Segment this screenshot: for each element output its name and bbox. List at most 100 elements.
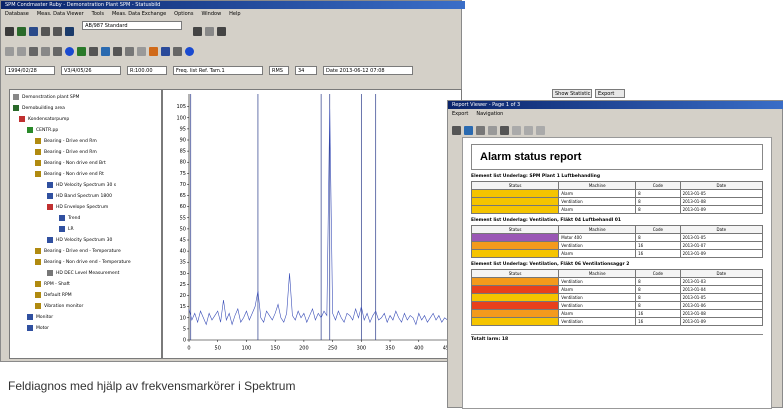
status-cell [470, 293, 560, 302]
menu-bar: Export Navigation [452, 111, 511, 117]
tree-item[interactable]: HD Envelope Spectrum [13, 202, 161, 213]
table-row: Ventilation 8 2013-01-03 [470, 277, 764, 286]
menu-item[interactable]: Help [229, 11, 241, 17]
tree-label: Bearing - Non drive end - Temperature [44, 260, 131, 265]
tree-item[interactable]: Monitor [13, 312, 161, 323]
tree-label: HD Band Spectrum 1800 [56, 194, 112, 199]
tree-item[interactable]: HD DEC Level Measurement [13, 268, 161, 279]
column-header: Date [679, 225, 764, 234]
tree-icon [59, 214, 65, 221]
tree-item[interactable]: Demobuilding area [13, 103, 161, 114]
table-cell: Alarm [558, 205, 637, 214]
x-tick-label: 100 [242, 346, 252, 352]
menu-item[interactable]: Window [201, 11, 222, 17]
column-header: Machine [558, 269, 637, 278]
x-tick-label: 50 [215, 346, 221, 352]
tree-item[interactable]: Vibration monitor [13, 301, 161, 312]
tree-item[interactable]: Trend [13, 213, 161, 224]
table-cell: 8 [635, 293, 681, 302]
table-row: Alarm 16 2013-01-08 [470, 309, 764, 318]
report-title: Alarm status report [471, 144, 763, 170]
table-cell: 8 [635, 301, 681, 310]
tree-icon [35, 137, 41, 144]
tree-label: HD DEC Level Measurement [56, 271, 120, 276]
tree-item[interactable]: HD Velocity Spectrum 30 [13, 235, 161, 246]
tree-item[interactable]: RPM - Shaft [13, 279, 161, 290]
x-tick-label: 250 [328, 346, 338, 352]
menu-item[interactable]: Export [452, 111, 469, 117]
y-tick-label: 10 [180, 315, 186, 321]
tree-label: Bearing - Non drive end Rt [44, 172, 104, 177]
tree-label: Bearing - Drive end Rm [44, 150, 97, 155]
table-cell: Alarm [558, 189, 637, 198]
report-window: Report Viewer - Page 1 of 3 Export Naviga… [447, 100, 783, 409]
section-heading: Element list Underlag: Ventilation, Fläk… [471, 218, 622, 223]
tree-item[interactable]: Bearing - Drive end Rm [13, 136, 161, 147]
tree-label: HD Envelope Spectrum [56, 205, 109, 210]
y-tick-label: 50 [180, 226, 186, 232]
section-heading: Element list Underlag: Ventilation, Fläk… [471, 262, 630, 267]
menu-item[interactable]: Meas. Data Exchange [111, 11, 167, 17]
column-header: Code [635, 181, 681, 190]
y-tick-label: 80 [180, 160, 186, 166]
column-header: Code [635, 225, 681, 234]
menu-item[interactable]: Options [174, 11, 194, 17]
dropdown[interactable]: AB/987 Standard [82, 21, 183, 30]
tree-item[interactable]: Kondensatorpump [13, 114, 161, 125]
toolbar [5, 41, 460, 56]
tree-item[interactable]: Demonstration plant SPM [13, 92, 161, 103]
tree-item[interactable]: Bearing - Non drive end - Temperature [13, 257, 161, 268]
tree-icon [47, 192, 53, 199]
table-cell: Ventilation [558, 301, 637, 310]
table-row: Alarm 8 2013-01-04 [470, 285, 764, 294]
y-tick-label: 35 [180, 260, 186, 266]
tree-item[interactable]: LR [13, 224, 161, 235]
table-cell: 2013-01-05 [679, 233, 764, 242]
tree-item[interactable]: Bearing - Non drive end Rt [13, 169, 161, 180]
tree-item[interactable]: Bearing - Drive end Rm [13, 147, 161, 158]
table-cell: 2013-01-04 [679, 285, 764, 294]
menu-item[interactable]: Tools [91, 11, 104, 17]
status-cell [470, 277, 560, 286]
menu-item[interactable]: Meas. Data Viewer [36, 11, 84, 17]
menu-item[interactable]: Database [5, 11, 29, 17]
tree-item[interactable]: Default RPM [13, 290, 161, 301]
table-cell: 2013-01-09 [679, 205, 764, 214]
tree-item[interactable]: HD Band Spectrum 1800 [13, 191, 161, 202]
status-table: Status Machine Code Date Motor 400 8 2013-01-0… [470, 225, 764, 258]
tree-item[interactable]: Bearing - Non drive end Brt [13, 158, 161, 169]
tree-label: LR [68, 227, 74, 232]
table-cell: 8 [635, 197, 681, 206]
tree-item[interactable]: CENTR.pp [13, 125, 161, 136]
tree-icon [35, 291, 41, 298]
tree-icon [27, 313, 33, 320]
tree-label: HD Velocity Spectrum 30 s [56, 183, 117, 188]
x-tick-label: 0 [187, 346, 190, 352]
y-tick-label: 20 [180, 293, 186, 299]
header-row: Status Machine Code Date [470, 181, 764, 190]
tree-label: Trend [68, 216, 81, 221]
status-cell [470, 241, 560, 250]
section-heading: Element list Underlag: SPM Plant 1 Luftb… [471, 174, 601, 179]
tree-label: Bearing - Drive end Rm [44, 139, 97, 144]
y-tick-label: 95 [180, 126, 186, 132]
button[interactable]: Export [595, 89, 625, 98]
table-cell: 2013-01-03 [679, 277, 764, 286]
table-cell: 8 [635, 233, 681, 242]
table-cell: 2013-01-07 [679, 241, 764, 250]
tree-item[interactable]: Motor [13, 323, 161, 334]
menu-item[interactable]: Navigation [476, 111, 504, 117]
x-tick-label: 300 [357, 346, 367, 352]
table-cell: 2013-01-05 [679, 189, 764, 198]
title-bar: SPM Condmaster Ruby - Demonstration Plan… [1, 1, 465, 9]
button[interactable]: Show Statistic [552, 89, 592, 98]
tree-item[interactable]: Bearing - Drive end - Temperature [13, 246, 161, 257]
table-row: Ventilation 16 2013-01-07 [470, 241, 764, 250]
tree-item[interactable]: HD Velocity Spectrum 30 s [13, 180, 161, 191]
column-header: Status [470, 225, 560, 234]
table-cell: Ventilation [558, 317, 637, 326]
column-header: Status [470, 269, 560, 278]
side-buttons: Show Statistic Export [552, 83, 628, 102]
tree-label: Bearing - Non drive end Brt [44, 161, 106, 166]
status-cell [470, 189, 560, 198]
